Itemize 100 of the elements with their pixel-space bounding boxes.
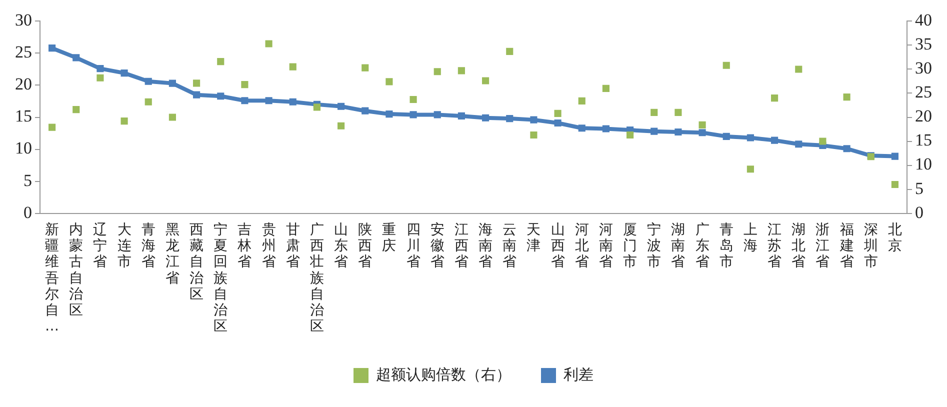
x-tick-label: 福建省 [838,222,854,270]
point [193,91,200,98]
x-tick-label: 山西省 [550,222,565,270]
point [795,140,802,148]
point [650,108,658,116]
point [771,94,778,102]
x-tick-label: 青海省 [141,222,156,270]
point [168,80,176,87]
x-tick-label: 河北省 [574,222,589,270]
point [819,138,826,145]
point [458,67,465,74]
point [554,110,562,117]
x-tick-label: 湖南省 [671,222,686,270]
point [338,102,345,110]
point [289,63,296,70]
point [482,77,490,84]
point [650,128,658,135]
y-tick-label: 5 [24,170,32,190]
point [434,68,441,76]
point [698,129,706,136]
x-tick-label: 陕西省 [358,222,372,270]
point [386,110,393,118]
x-tick-label: 辽宁省 [93,222,108,270]
x-tick-label: 大连市 [117,222,132,270]
y-tick-label: 10 [15,138,32,158]
x-tick-label: 广东省 [695,222,710,270]
point [338,122,345,130]
point [313,104,320,111]
point [698,121,706,128]
x-tick-label: 贵州省 [262,222,276,270]
point [602,125,610,132]
point [674,108,682,116]
point [168,114,176,121]
point [458,112,465,120]
x-tick-label: 重庆 [382,222,396,254]
x-tick-label: 天津 [526,222,541,254]
x-tick-label: 厦门市 [623,222,638,270]
point [843,145,850,152]
y2-tick-label: 20 [915,106,932,126]
point [891,152,898,160]
point [96,74,104,82]
point [48,44,56,52]
point [217,58,224,66]
point [217,92,224,100]
y-tick-label: 20 [15,74,32,94]
point [362,64,369,72]
x-tick-label: 甘肃省 [286,222,300,270]
x-tick-label: 海南省 [478,222,493,270]
y2-tick-label: 15 [915,130,932,150]
point [674,128,682,136]
x-tick-label: 上海 [743,222,758,254]
x-tick-label: 安徽省 [430,222,444,270]
x-tick-label: 新疆维吾尔自… [45,222,60,335]
x-tick-label: 深圳市 [862,222,878,270]
point [289,98,296,106]
x-tick-label: 黑龙江省 [165,222,180,286]
y-tick-label: 0 [24,202,32,222]
y-tick-label: 15 [15,106,32,126]
point [120,70,128,77]
x-tick-label: 河南省 [598,222,613,270]
point [241,81,248,88]
point [746,134,754,142]
point [434,111,441,118]
y2-tick-label: 25 [915,82,932,102]
y2-tick-label: 35 [915,34,932,54]
point [120,118,128,125]
legend-label: 利差 [564,365,594,384]
point [144,98,152,106]
point [530,116,538,124]
x-tick-label: 吉林省 [236,222,252,270]
y-tick-label: 25 [15,42,32,62]
point [722,62,730,69]
x-tick-label: 广西壮族自治区 [308,222,324,335]
x-tick-label: 云南省 [502,222,517,270]
point [386,78,393,86]
point [482,114,490,122]
point [722,132,730,140]
y-tick-label: 30 [15,10,32,30]
y2-tick-label: 40 [915,10,932,30]
point [144,78,152,85]
point [241,97,248,104]
point [265,97,272,104]
point [554,119,562,127]
point [72,54,80,62]
point [410,96,417,104]
x-tick-label: 江西省 [454,222,468,270]
point [578,124,586,132]
x-tick-label: 内蒙古自治区 [69,222,84,318]
point [265,40,272,48]
point [626,131,634,139]
point [506,48,514,55]
x-tick-label: 西藏自治区 [190,222,204,302]
point [193,80,200,87]
x-tick-label: 山东省 [334,222,348,270]
point [602,84,610,92]
point [48,124,56,131]
x-tick-label: 宁波市 [647,222,662,270]
point [578,97,586,104]
y2-tick-label: 10 [915,154,932,174]
point [506,114,514,122]
